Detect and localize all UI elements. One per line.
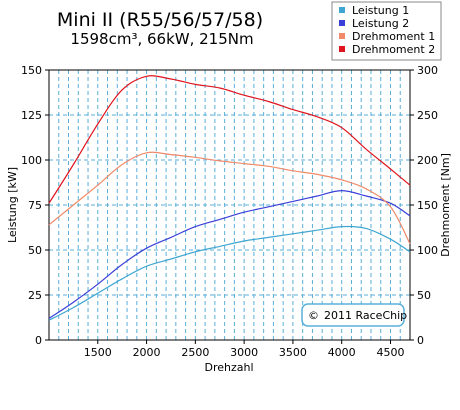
y-tick-label-right: 150 [417, 199, 438, 212]
legend-swatch [339, 33, 345, 39]
legend-swatch [339, 7, 345, 13]
y-tick-label-right: 100 [417, 244, 438, 257]
y-tick-label-left: 150 [21, 64, 42, 77]
y-tick-label-left: 0 [35, 334, 42, 347]
y-axis-label-right: Drehmoment [Nm] [439, 153, 452, 257]
x-tick-label: 2500 [181, 346, 209, 359]
y-axis-label-left: Leistung [kW] [6, 167, 19, 243]
y-tick-label-left: 75 [28, 199, 42, 212]
copyright-text: 2011 RaceChip [324, 309, 407, 322]
series-line-1 [48, 225, 411, 321]
legend-label: Leistung 2 [352, 17, 409, 30]
copyright-symbol-icon: © [308, 309, 319, 322]
series-line-2 [48, 189, 411, 319]
y-tick-label-right: 200 [417, 154, 438, 167]
y-tick-label-left: 25 [28, 289, 42, 302]
axis-ticks: 1500 2000 2500 3000 3500 4000 4500025507510012… [21, 64, 438, 359]
y-tick-label-left: 100 [21, 154, 42, 167]
copyright-frame [301, 303, 405, 327]
y-tick-label-right: 50 [417, 289, 431, 302]
legend-swatch [339, 46, 345, 52]
y-tick-label-left: 50 [28, 244, 42, 257]
legend-swatch [339, 20, 345, 26]
y-tick-label-right: 0 [417, 334, 424, 347]
chart-title: Mini II (R55/56/57/58) [57, 9, 263, 31]
copyright-box: © 2011 RaceChip [301, 303, 407, 327]
y-tick-label-left: 125 [21, 109, 42, 122]
x-tick-label: 3500 [279, 346, 307, 359]
y-tick-label-right: 250 [417, 109, 438, 122]
legend-label: Drehmoment 1 [352, 30, 435, 43]
legend-label: Drehmoment 2 [352, 43, 435, 56]
y-tick-label-right: 300 [417, 64, 438, 77]
x-tick-label: 2000 [133, 346, 161, 359]
x-tick-label: 1500 [84, 346, 112, 359]
grid [49, 70, 410, 340]
x-tick-label: 4500 [376, 346, 404, 359]
plot-frame [48, 69, 411, 341]
chart-subtitle: 1598cm³, 66kW, 215Nm [70, 30, 253, 48]
x-tick-label: 4000 [328, 346, 356, 359]
x-axis-label: Drehzahl [204, 361, 253, 374]
series-line-4 [48, 75, 411, 204]
x-tick-label: 3000 [230, 346, 258, 359]
series-line-3 [48, 151, 411, 244]
data-lines [48, 75, 411, 321]
legend-box [331, 1, 442, 61]
legend-label: Leistung 1 [352, 4, 409, 17]
